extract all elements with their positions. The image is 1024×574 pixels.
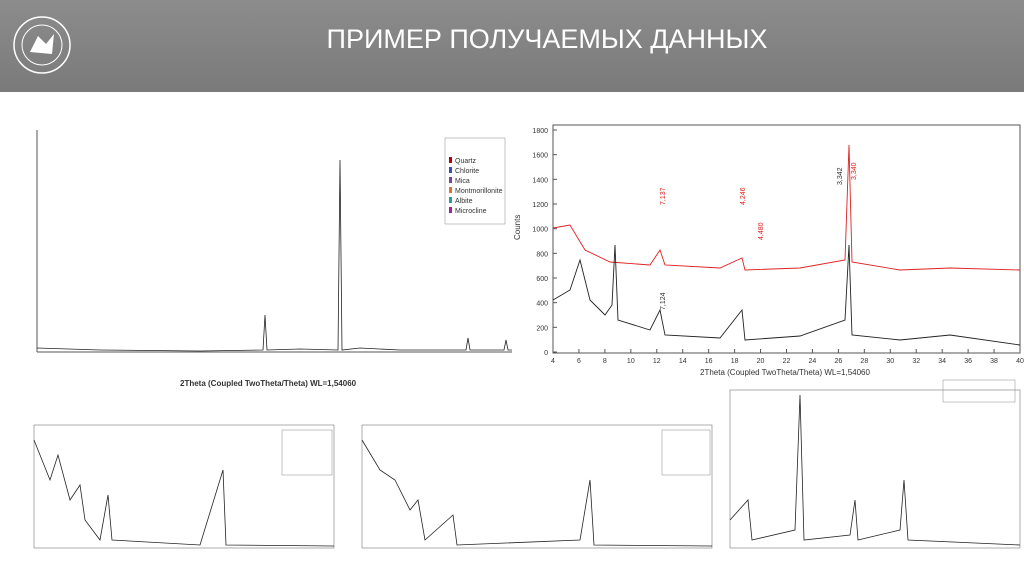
y-tick-label: 0 xyxy=(544,350,548,357)
x-axis-label: 2Theta (Coupled TwoTheta/Theta) WL=1,540… xyxy=(180,379,357,388)
x-tick-label: 26 xyxy=(834,358,842,365)
x-tick-label: 28 xyxy=(860,358,868,365)
legend-swatch xyxy=(449,157,452,163)
x-tick-label: 12 xyxy=(653,358,661,365)
y-tick-label: 600 xyxy=(536,276,548,283)
x-axis-label: 2Theta (Coupled TwoTheta/Theta) WL=1,540… xyxy=(700,368,871,377)
legend-swatch xyxy=(449,167,452,173)
x-tick-label: 36 xyxy=(964,358,972,365)
y-axis-label: Counts xyxy=(513,215,522,240)
x-tick-label: 30 xyxy=(886,358,894,365)
xrd-chart-3 xyxy=(33,424,335,549)
x-tick-label: 22 xyxy=(783,358,791,365)
y-tick-label: 1200 xyxy=(532,202,548,209)
peak-label: 4,246 xyxy=(740,187,747,205)
x-tick-label: 34 xyxy=(938,358,946,365)
x-tick-label: 14 xyxy=(679,358,687,365)
x-tick-label: 4 xyxy=(551,358,555,365)
x-tick-label: 38 xyxy=(990,358,998,365)
y-tick-label: 1000 xyxy=(532,227,548,234)
legend-label: Albite xyxy=(455,198,473,205)
peak-label: 7,137 xyxy=(660,187,667,205)
peak-label: 3,342 xyxy=(837,167,844,185)
y-tick-label: 800 xyxy=(536,251,548,258)
y-tick-label: 1400 xyxy=(532,177,548,184)
x-tick-label: 8 xyxy=(603,358,607,365)
slide-title: ПРИМЕР ПОЛУЧАЕМЫХ ДАННЫХ xyxy=(326,24,768,54)
legend-swatch xyxy=(449,197,452,203)
x-tick-label: 20 xyxy=(757,358,765,365)
legend-swatch xyxy=(449,177,452,183)
xrd-chart-2: Counts 2Theta (Coupled TwoTheta/Theta) W… xyxy=(513,124,1021,403)
legend-swatch xyxy=(449,207,452,213)
legend-swatch xyxy=(449,187,452,193)
xrd-chart-4 xyxy=(361,424,713,549)
xrd-chart-1: 2Theta (Coupled TwoTheta/Theta) WL=1,540… xyxy=(36,130,512,388)
logo xyxy=(13,16,71,74)
xrd-chart-5 xyxy=(729,389,1021,549)
legend-label: Microcline xyxy=(455,208,487,215)
peak-label: 4,480 xyxy=(758,222,765,240)
x-tick-label: 10 xyxy=(627,358,635,365)
x-tick-label: 18 xyxy=(731,358,739,365)
y-tick-label: 1800 xyxy=(532,128,548,135)
legend-label: Chlorite xyxy=(455,168,479,175)
y-tick-label: 400 xyxy=(536,301,548,308)
legend-label: Mica xyxy=(455,178,470,185)
peak-label: 3,340 xyxy=(851,162,858,180)
y-tick-label: 1600 xyxy=(532,153,548,160)
y-tick-label: 200 xyxy=(536,325,548,332)
x-tick-label: 6 xyxy=(577,358,581,365)
x-tick-label: 16 xyxy=(705,358,713,365)
legend-label: Quartz xyxy=(455,158,477,165)
peak-label: 7,124 xyxy=(660,292,667,310)
x-tick-label: 24 xyxy=(809,358,817,365)
legend-label: Montmorillonite xyxy=(455,188,503,195)
header: ПРИМЕР ПОЛУЧАЕМЫХ ДАННЫХ xyxy=(0,0,1024,92)
x-tick-label: 40 xyxy=(1016,358,1024,365)
x-tick-label: 32 xyxy=(912,358,920,365)
